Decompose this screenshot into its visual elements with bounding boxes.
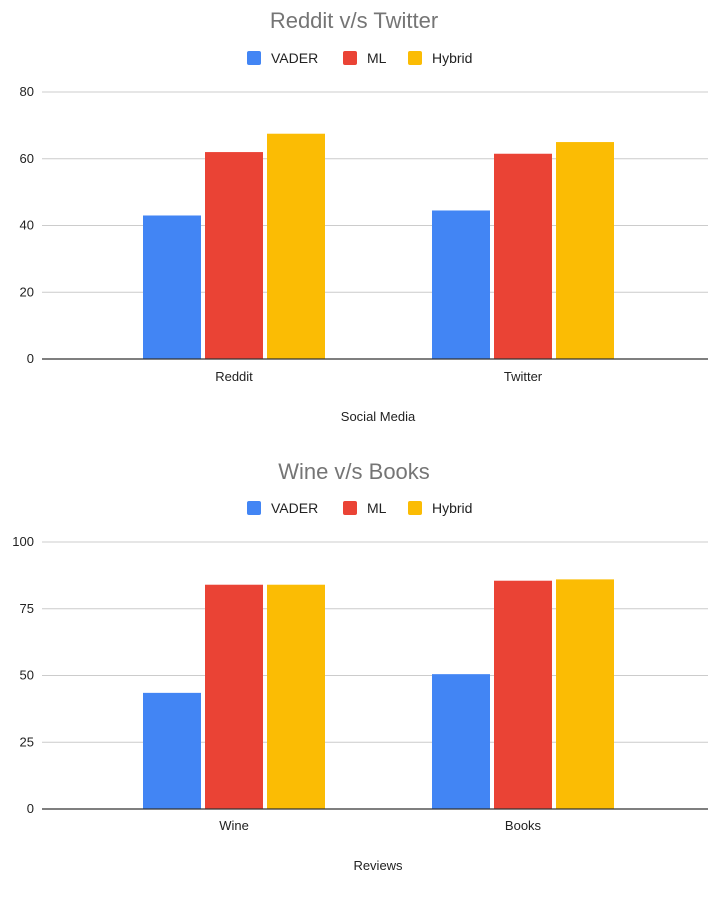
bar-twitter-vader (432, 210, 490, 359)
legend-swatch (247, 51, 261, 65)
legend-item-vader: VADER (247, 500, 318, 516)
y-tick-label: 80 (20, 84, 34, 99)
legend-item-hybrid: Hybrid (408, 500, 472, 516)
y-tick-label: 100 (12, 534, 34, 549)
x-tick-label: Reddit (215, 369, 253, 384)
legend-swatch (408, 51, 422, 65)
legend-item-hybrid: Hybrid (408, 50, 472, 66)
x-axis-title: Social Media (341, 409, 416, 424)
bar-twitter-hybrid (556, 142, 614, 359)
y-tick-label: 60 (20, 151, 34, 166)
x-tick-label: Wine (219, 818, 249, 833)
bar-wine-ml (205, 584, 263, 809)
x-tick-label: Books (505, 818, 542, 833)
bar-reddit-ml (205, 152, 263, 359)
legend-label: ML (367, 500, 387, 516)
bar-books-vader (432, 674, 490, 809)
y-tick-label: 75 (20, 601, 34, 616)
legend-label: Hybrid (432, 500, 472, 516)
legend-label: Hybrid (432, 50, 472, 66)
bar-wine-vader (143, 692, 201, 809)
legend-label: ML (367, 50, 387, 66)
bar-twitter-ml (494, 153, 552, 359)
y-tick-label: 0 (27, 351, 34, 366)
y-tick-label: 25 (20, 734, 34, 749)
legend-item-ml: ML (343, 50, 387, 66)
chart-title: Wine v/s Books (278, 459, 430, 484)
bar-wine-hybrid (267, 584, 325, 809)
legend-item-ml: ML (343, 500, 387, 516)
legend-label: VADER (271, 500, 318, 516)
legend-item-vader: VADER (247, 50, 318, 66)
bar-reddit-hybrid (267, 133, 325, 359)
legend-label: VADER (271, 50, 318, 66)
legend-swatch (247, 501, 261, 515)
chart-reddit-vs-twitter: Reddit v/s Twitter VADER ML Hybrid 0 20 40 60 80… (20, 8, 708, 424)
chart-title: Reddit v/s Twitter (270, 8, 438, 33)
y-tick-label: 40 (20, 218, 34, 233)
legend-swatch (408, 501, 422, 515)
x-axis-title: Reviews (353, 858, 403, 873)
y-tick-label: 20 (20, 284, 34, 299)
legend-swatch (343, 51, 357, 65)
bar-reddit-vader (143, 215, 201, 359)
bar-books-hybrid (556, 579, 614, 809)
y-tick-label: 0 (27, 801, 34, 816)
legend-swatch (343, 501, 357, 515)
chart-wine-vs-books: Wine v/s Books VADER ML Hybrid 0 25 50 75 100 Win… (12, 459, 708, 873)
bar-books-ml (494, 580, 552, 809)
x-tick-label: Twitter (504, 369, 543, 384)
y-tick-label: 50 (20, 668, 34, 683)
